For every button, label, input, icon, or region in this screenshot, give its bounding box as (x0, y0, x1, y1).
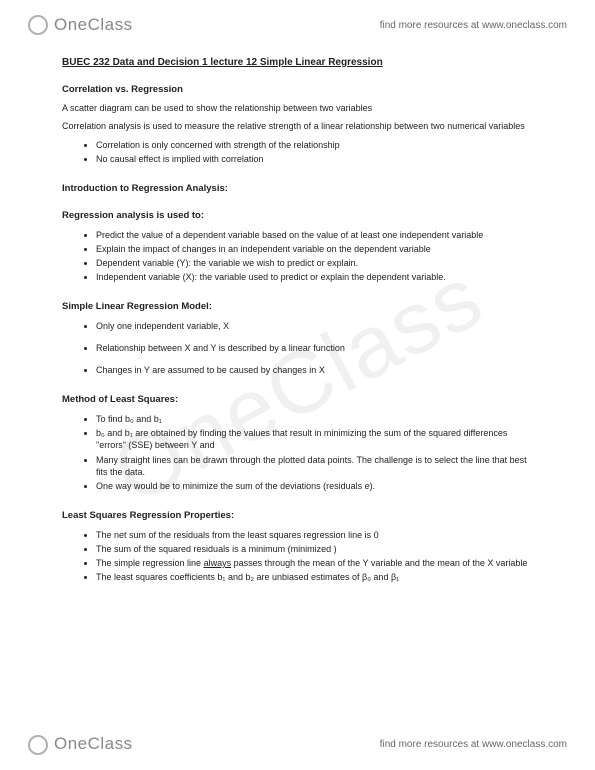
list-item: To find b₀ and b₁ (96, 413, 533, 425)
list-item: The sum of the squared residuals is a mi… (96, 543, 533, 555)
resources-link-top[interactable]: find more resources at www.oneclass.com (380, 19, 567, 33)
bullet-list: The net sum of the residuals from the le… (96, 529, 533, 584)
list-item: Only one independent variable, X (96, 320, 533, 332)
section-heading: Introduction to Regression Analysis: (62, 183, 533, 196)
list-item: Independent variable (X): the variable u… (96, 271, 533, 283)
document-body: BUEC 232 Data and Decision 1 lecture 12 … (62, 56, 533, 714)
bullet-list: Only one independent variable, X Relatio… (96, 320, 533, 376)
brand-logo: OneClass (28, 14, 133, 37)
bullet-list: To find b₀ and b₁ b₀ and b₁ are obtained… (96, 413, 533, 492)
list-item: Dependent variable (Y): the variable we … (96, 257, 533, 269)
list-item: Explain the impact of changes in an inde… (96, 243, 533, 255)
list-item: b₀ and b₁ are obtained by finding the va… (96, 427, 533, 451)
list-item: The simple regression line always passes… (96, 557, 533, 569)
bullet-list: Predict the value of a dependent variabl… (96, 229, 533, 284)
list-item: Relationship between X and Y is describe… (96, 342, 533, 354)
logo-circle-icon (28, 735, 48, 755)
section-heading: Least Squares Regression Properties: (62, 510, 533, 523)
list-item: Predict the value of a dependent variabl… (96, 229, 533, 241)
list-item: One way would be to minimize the sum of … (96, 480, 533, 492)
resources-link-bottom[interactable]: find more resources at www.oneclass.com (380, 738, 567, 752)
section-subheading: Regression analysis is used to: (62, 210, 533, 223)
text-run: One way would be to minimize the sum of … (96, 481, 365, 491)
section-heading: Simple Linear Regression Model: (62, 301, 533, 314)
page-title: BUEC 232 Data and Decision 1 lecture 12 … (62, 56, 533, 70)
brand-logo-footer: OneClass (28, 733, 133, 756)
page-header: OneClass find more resources at www.onec… (0, 6, 595, 45)
list-item: The least squares coefficients b₁ and b₂… (96, 571, 533, 583)
body-text: A scatter diagram can be used to show th… (62, 102, 533, 114)
page-footer: OneClass find more resources at www.onec… (0, 725, 595, 764)
section-heading: Correlation vs. Regression (62, 84, 533, 97)
list-item: Changes in Y are assumed to be caused by… (96, 364, 533, 376)
text-run: passes through the mean of the Y variabl… (231, 558, 527, 568)
logo-circle-icon (28, 15, 48, 35)
text-run: ). (370, 481, 376, 491)
brand-name: OneClass (54, 14, 133, 37)
list-item: Many straight lines can be drawn through… (96, 454, 533, 478)
brand-name-footer: OneClass (54, 733, 133, 756)
text-run: The simple regression line (96, 558, 204, 568)
list-item: The net sum of the residuals from the le… (96, 529, 533, 541)
underlined-text: always (204, 558, 232, 568)
list-item: No causal effect is implied with correla… (96, 153, 533, 165)
body-text: Correlation analysis is used to measure … (62, 120, 533, 132)
section-heading: Method of Least Squares: (62, 394, 533, 407)
bullet-list: Correlation is only concerned with stren… (96, 139, 533, 165)
list-item: Correlation is only concerned with stren… (96, 139, 533, 151)
